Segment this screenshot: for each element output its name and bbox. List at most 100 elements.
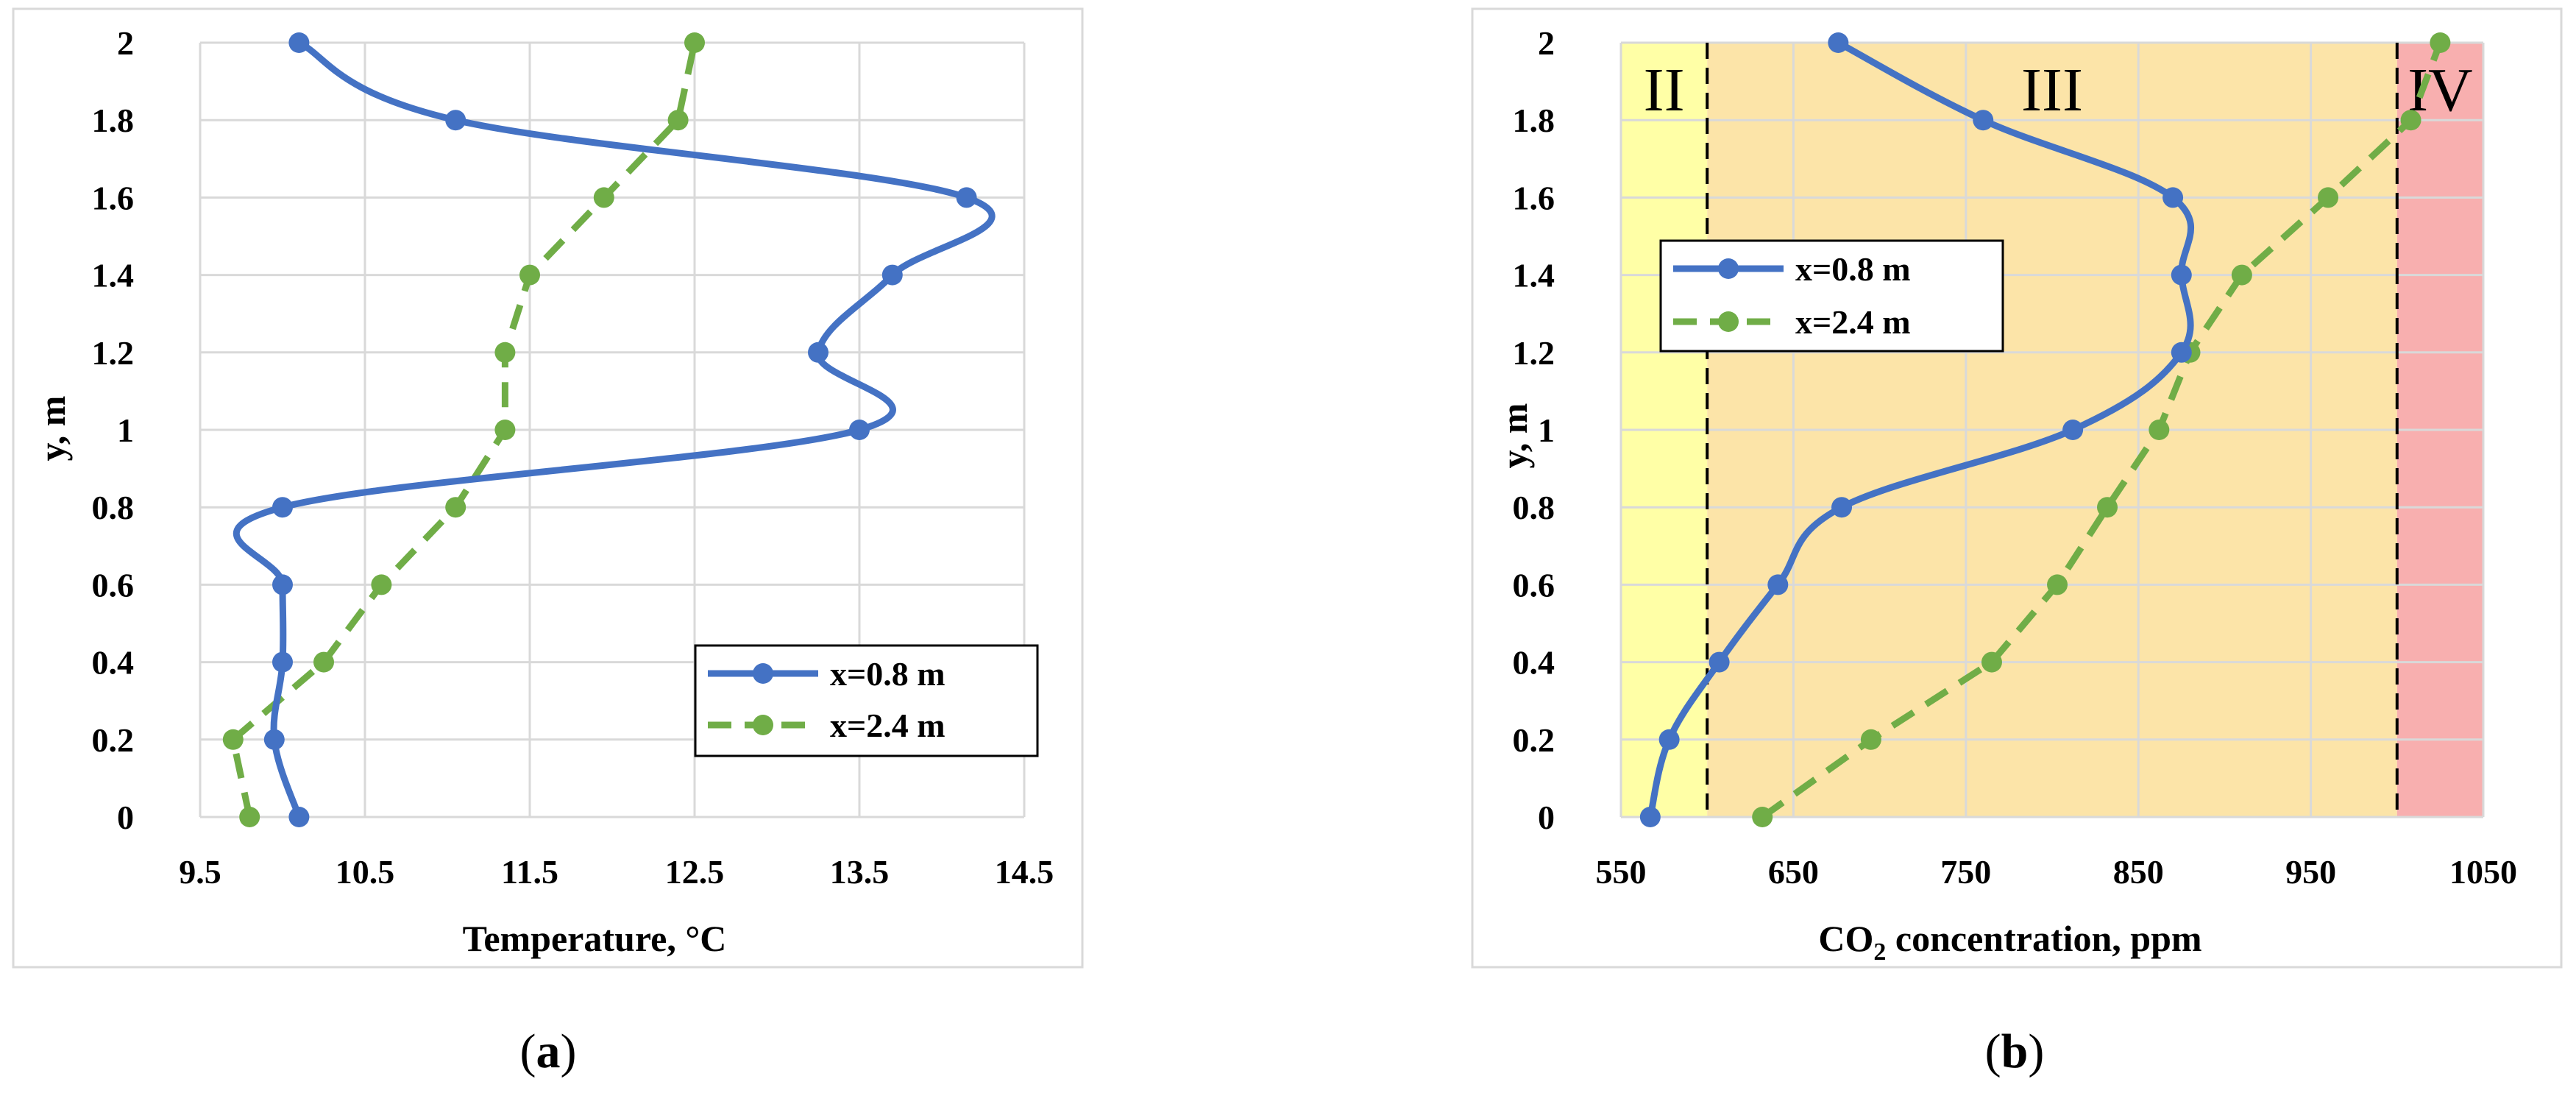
data-point-x-0-8-m xyxy=(1828,32,1849,53)
y-tick-label: 0 xyxy=(1538,799,1555,836)
y-tick-labels: 0 0.2 0.4 0.6 0.8 1 1.2 1.4 1.6 1.8 2 xyxy=(1513,24,1555,836)
data-point-x-0-8-m xyxy=(881,264,903,286)
data-point-x-0-8-m xyxy=(956,187,977,208)
legend: x=0.8 m x=2.4 m xyxy=(1659,239,2004,353)
legend-label-x24: x=2.4 m xyxy=(1795,303,1911,341)
series-layer xyxy=(222,32,996,827)
x-axis-title: CO2 concentration, ppm xyxy=(1818,918,2201,966)
legend: x=0.8 m x=2.4 m xyxy=(694,644,1039,757)
legend-swatch-marker-x08 xyxy=(753,663,773,684)
panel-b-co2-chart: II III IV 550 650 750 850 950 1050 00.20.40.60.… xyxy=(1471,7,2563,969)
y-tick-label: 1.6 xyxy=(1513,179,1555,216)
data-point-x-0-8-m xyxy=(263,729,285,750)
panel-a-temperature-chart: 9.5 10.5 11.5 12.5 13.5 14.5 0 0.2 0.4 0.6 0.8 1 1.… xyxy=(12,7,1084,969)
x-tick-labels: 9.5 10.5 11.5 12.5 13.5 14.5 xyxy=(179,853,1054,891)
data-point-x-2-4-m xyxy=(2097,497,2118,518)
y-axis-title: y, m xyxy=(1494,403,1535,469)
y-tick-label: 0.4 xyxy=(1513,644,1555,682)
data-point-x-2-4-m xyxy=(667,110,689,131)
x-tick-label: 650 xyxy=(1768,853,1819,891)
legend-box xyxy=(1659,239,2004,353)
y-tick-label: 1.2 xyxy=(92,334,135,372)
data-point-x-0-8-m xyxy=(1658,729,1680,750)
data-point-x-0-8-m xyxy=(849,420,870,440)
data-point-x-2-4-m xyxy=(239,807,260,827)
legend-box xyxy=(694,644,1039,757)
data-point-x-2-4-m xyxy=(371,574,392,595)
x-tick-label: 9.5 xyxy=(179,853,221,891)
zone-label-ii: II xyxy=(1644,56,1685,124)
x-axis-title: Temperature, °C xyxy=(463,918,727,959)
y-tick-label: 0.8 xyxy=(92,489,135,526)
legend-swatch-marker-x24 xyxy=(753,715,773,735)
data-point-x-2-4-m xyxy=(2149,420,2170,440)
data-point-x-0-8-m xyxy=(1973,110,1994,131)
panel-label-b: (b) xyxy=(1985,1025,2045,1078)
y-tick-label: 0.2 xyxy=(92,721,135,759)
series-line-x-0-8-m xyxy=(233,39,996,818)
data-point-x-0-8-m xyxy=(1639,807,1661,827)
zone-label-iii: III xyxy=(2021,56,2083,124)
x-axis-title-main: CO xyxy=(1818,918,1873,959)
legend-swatch-marker-x08 xyxy=(1718,258,1739,279)
y-tick-label: 1.6 xyxy=(92,179,135,216)
data-point-x-2-4-m xyxy=(1860,729,1881,750)
data-point-x-2-4-m xyxy=(2430,32,2451,53)
y-tick-label: 1.4 xyxy=(92,257,135,294)
data-point-x-2-4-m xyxy=(519,264,540,286)
zone-labels: II III IV xyxy=(1644,56,2473,124)
x-tick-labels: 550 650 750 850 950 1050 xyxy=(1596,853,2518,891)
x-tick-label: 950 xyxy=(2285,853,2336,891)
y-tick-label: 0.6 xyxy=(1513,566,1555,604)
y-tick-label: 1 xyxy=(1538,411,1555,449)
legend-label-x24: x=2.4 m xyxy=(830,707,945,744)
y-tick-label: 2 xyxy=(117,24,134,62)
data-point-x-2-4-m xyxy=(1981,651,2002,673)
y-tick-label: 1.2 xyxy=(1513,334,1555,372)
data-point-x-2-4-m xyxy=(2400,110,2421,131)
data-point-x-0-8-m xyxy=(1709,651,1730,673)
data-point-x-0-8-m xyxy=(808,342,828,363)
y-tick-label: 1.8 xyxy=(1513,102,1555,139)
y-tick-label: 1.4 xyxy=(1513,257,1555,294)
x-tick-label: 12.5 xyxy=(665,853,725,891)
x-tick-label: 1050 xyxy=(2449,853,2517,891)
x-tick-label: 13.5 xyxy=(830,853,890,891)
data-point-x-2-4-m xyxy=(593,187,614,208)
data-point-x-2-4-m xyxy=(2047,574,2068,595)
x-axis-title-subscript: 2 xyxy=(1873,938,1886,966)
data-point-x-2-4-m xyxy=(684,32,705,53)
zone-boundaries xyxy=(1706,43,2399,817)
data-point-x-0-8-m xyxy=(288,32,310,53)
y-tick-labels: 0 0.2 0.4 0.6 0.8 1 1.2 1.4 1.6 1.8 2 xyxy=(92,24,135,836)
y-tick-label: 0.4 xyxy=(92,644,135,682)
data-point-x-2-4-m xyxy=(494,342,516,363)
series-layer xyxy=(1639,32,2451,827)
panel-label-a: (a) xyxy=(520,1025,577,1078)
data-point-x-2-4-m xyxy=(313,651,334,673)
x-tick-label: 750 xyxy=(1940,853,1991,891)
data-point-x-2-4-m xyxy=(445,497,466,518)
y-axis-title: y, m xyxy=(32,396,73,461)
data-point-x-0-8-m xyxy=(1767,574,1789,595)
x-axis-title-rest: concentration, ppm xyxy=(1886,918,2201,959)
legend-label-x08: x=0.8 m xyxy=(1795,250,1911,288)
data-point-x-0-8-m xyxy=(2062,420,2084,440)
data-point-x-0-8-m xyxy=(272,574,293,595)
data-point-x-0-8-m xyxy=(445,110,466,131)
x-tick-label: 14.5 xyxy=(995,853,1054,891)
x-tick-label: 11.5 xyxy=(501,853,558,891)
y-tick-label: 2 xyxy=(1538,24,1555,62)
x-tick-label: 10.5 xyxy=(336,853,395,891)
y-tick-label: 0.2 xyxy=(1513,721,1555,759)
y-tick-label: 0.6 xyxy=(92,566,135,604)
data-point-x-0-8-m xyxy=(2171,342,2192,363)
data-point-x-2-4-m xyxy=(222,729,244,750)
legend-label-x08: x=0.8 m xyxy=(830,655,945,693)
y-tick-label: 1 xyxy=(117,411,134,449)
y-tick-label: 0.8 xyxy=(1513,489,1555,526)
x-tick-label: 850 xyxy=(2113,853,2164,891)
data-point-x-2-4-m xyxy=(1752,807,1773,827)
x-tick-label: 550 xyxy=(1596,853,1647,891)
